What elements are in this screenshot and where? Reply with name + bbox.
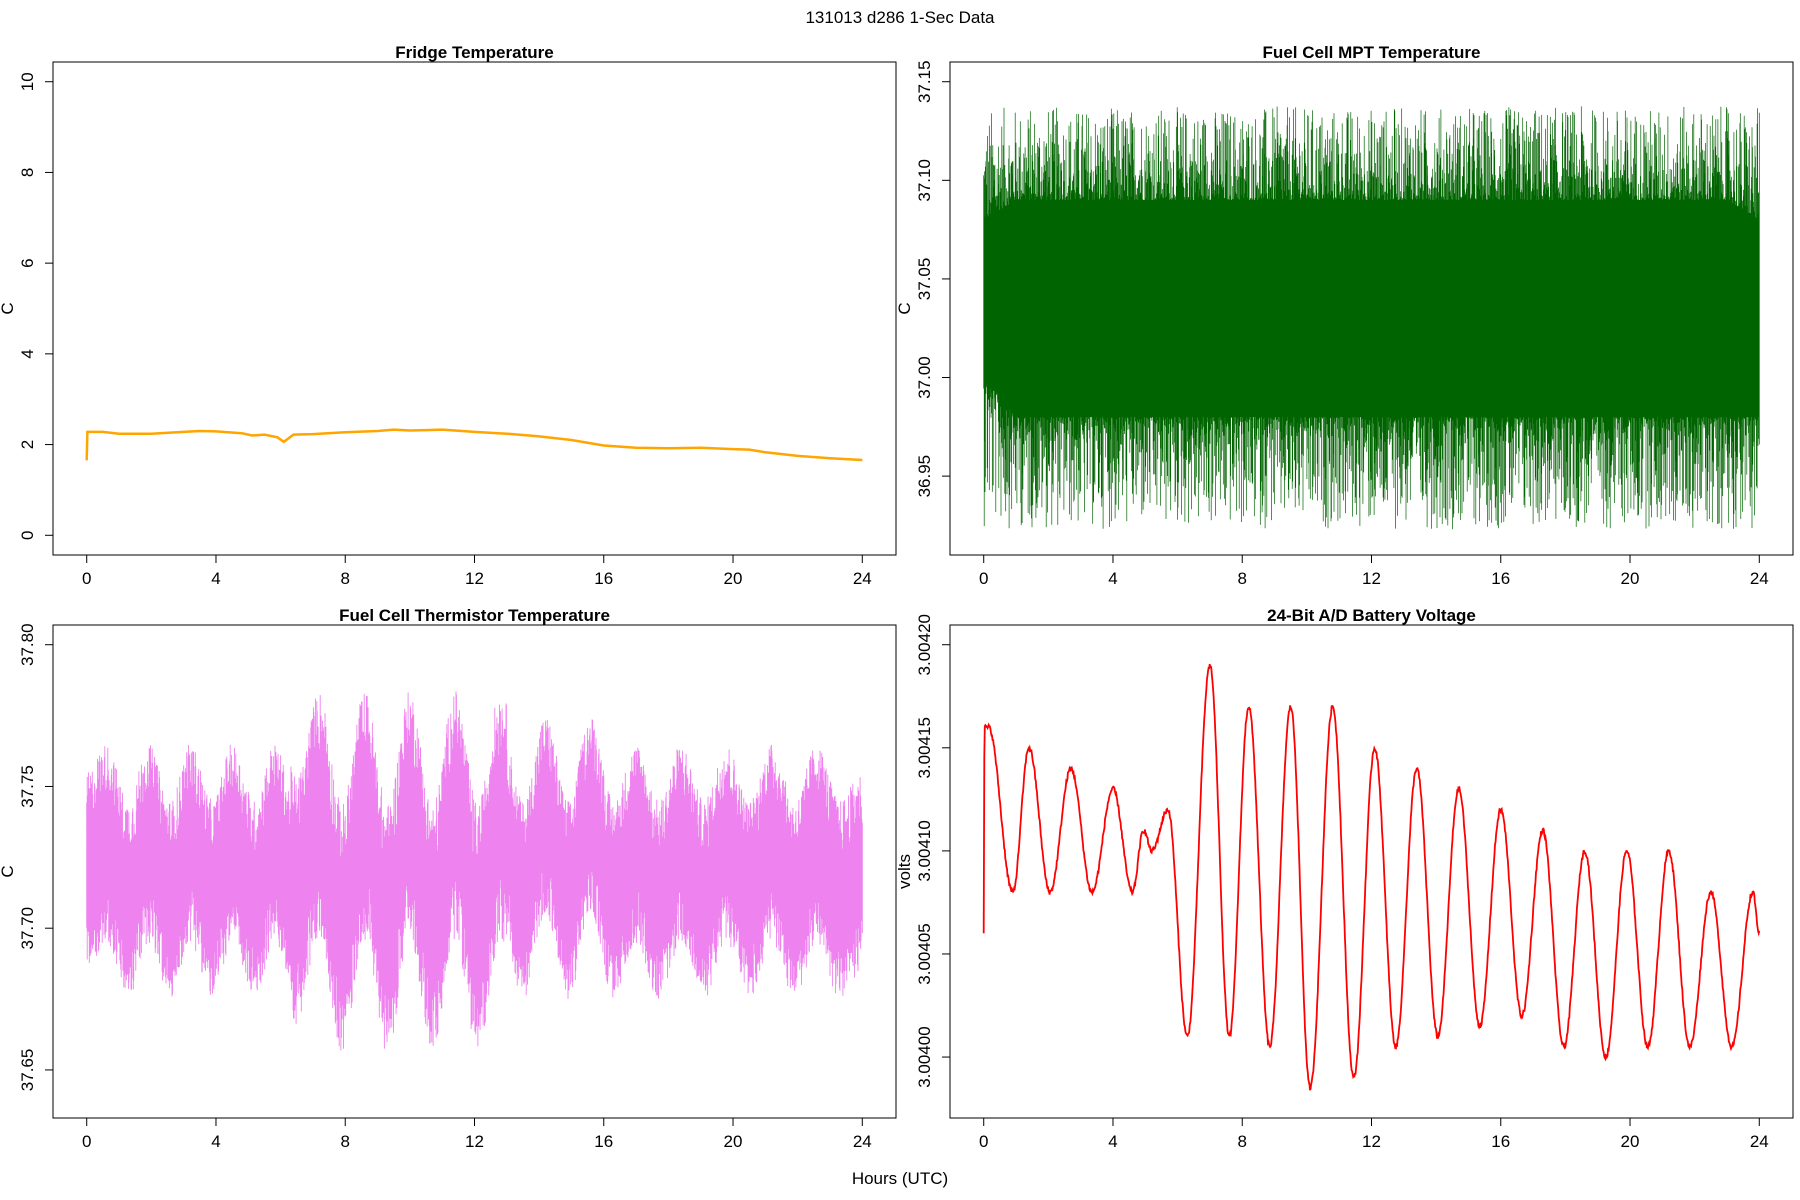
x-tick-label: 12 [1362,569,1381,588]
x-tick-label: 0 [979,1132,988,1151]
y-axis-label: C [895,302,914,314]
y-tick-label: 3.00420 [915,614,934,675]
series-group [982,663,1761,1091]
x-tick-label: 24 [1750,569,1769,588]
y-axis-label: C [0,302,17,314]
panel-1: Fridge Temperature048121620240246810C [0,43,897,588]
x-tick-label: 8 [1238,569,1247,588]
x-tick-label: 0 [82,569,91,588]
x-tick-label: 4 [1108,1132,1117,1151]
x-tick-label: 12 [465,1132,484,1151]
plot-title: 24-Bit A/D Battery Voltage [1267,606,1476,625]
plot-frame [949,624,1794,1119]
x-tick-label: 16 [594,569,613,588]
x-tick-label: 8 [341,569,350,588]
figure-xlabel: Hours (UTC) [852,1169,948,1188]
x-tick-label: 0 [979,569,988,588]
y-tick-label: 37.05 [915,258,934,301]
series-line [982,663,1761,1091]
series-group [86,691,863,1051]
x-tick-label: 16 [594,1132,613,1151]
x-tick-label: 24 [853,1132,872,1151]
y-tick-label: 3.00405 [915,923,934,984]
y-tick-label: 37.65 [18,1049,37,1092]
x-tick-label: 16 [1491,569,1510,588]
y-tick-label: 37.10 [915,159,934,202]
y-tick-label: 3.00415 [915,717,934,778]
y-tick-label: 37.80 [18,623,37,666]
y-tick-label: 37.15 [915,60,934,103]
x-tick-label: 20 [724,1132,743,1151]
y-axis-label: volts [895,854,914,889]
y-axis-label: C [0,865,17,877]
x-tick-label: 24 [853,569,872,588]
x-tick-label: 4 [211,569,220,588]
series-band [983,206,1760,411]
x-tick-label: 24 [1750,1132,1769,1151]
y-tick-label: 3.00410 [915,820,934,881]
y-tick-label: 37.00 [915,356,934,399]
y-tick-label: 8 [18,168,37,177]
plot-frame [52,61,897,556]
y-tick-label: 36.95 [915,455,934,498]
x-tick-label: 20 [1621,1132,1640,1151]
panel-3: Fuel Cell Thermistor Temperature 0 4 8 12 16 2… [0,606,897,1151]
y-tick-label: 0 [18,531,37,540]
series-noise [86,691,863,1051]
panel-2: Fuel Cell MPT Temperature 0 4 8 12 16 20 24 36.9… [895,43,1794,588]
y-tick-label: 10 [18,72,37,91]
x-tick-label: 12 [465,569,484,588]
panels-group: Fridge Temperature048121620240246810CFue… [0,43,1794,1151]
x-tick-label: 0 [82,1132,91,1151]
y-tick-label: 4 [18,349,37,358]
x-tick-label: 4 [1108,569,1117,588]
panel-4: 24-Bit A/D Battery Voltage 0 4 8 12 16 20 24 3.0… [895,606,1794,1151]
y-tick-label: 37.70 [18,907,37,950]
series-group [983,106,1760,530]
x-tick-label: 20 [1621,569,1640,588]
x-tick-label: 8 [341,1132,350,1151]
y-tick-label: 3.00400 [915,1026,934,1087]
figure-suptitle: 131013 d286 1-Sec Data [805,8,995,27]
plot-title: Fridge Temperature [395,43,553,62]
y-tick-label: 6 [18,258,37,267]
series-group [85,428,863,462]
x-tick-label: 12 [1362,1132,1381,1151]
y-tick-label: 2 [18,440,37,449]
series-line [85,428,863,462]
plot-title: Fuel Cell MPT Temperature [1263,43,1481,62]
x-tick-label: 20 [724,569,743,588]
x-tick-label: 4 [211,1132,220,1151]
y-tick-label: 37.75 [18,765,37,808]
x-tick-label: 16 [1491,1132,1510,1151]
plot-title: Fuel Cell Thermistor Temperature [339,606,610,625]
x-tick-label: 8 [1238,1132,1247,1151]
